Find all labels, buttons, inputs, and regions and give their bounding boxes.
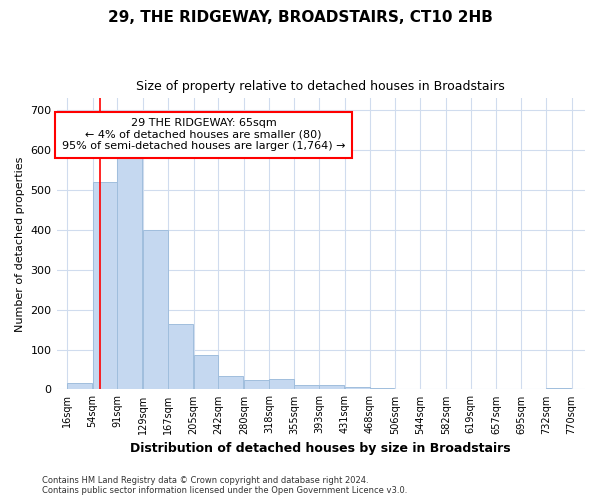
Bar	[92, 182, 118, 390]
X-axis label: Distribution of detached houses by size in Broadstairs: Distribution of detached houses by size …	[130, 442, 511, 455]
Bar	[244, 380, 269, 390]
Y-axis label: Number of detached properties: Number of detached properties	[15, 156, 25, 332]
Bar	[345, 388, 370, 390]
Text: 29, THE RIDGEWAY, BROADSTAIRS, CT10 2HB: 29, THE RIDGEWAY, BROADSTAIRS, CT10 2HB	[107, 10, 493, 25]
Bar	[218, 376, 243, 390]
Bar	[269, 380, 294, 390]
Text: Contains HM Land Registry data © Crown copyright and database right 2024.
Contai: Contains HM Land Registry data © Crown c…	[42, 476, 407, 495]
Bar	[143, 230, 167, 390]
Bar	[67, 384, 92, 390]
Bar	[118, 158, 142, 390]
Bar	[168, 324, 193, 390]
Title: Size of property relative to detached houses in Broadstairs: Size of property relative to detached ho…	[136, 80, 505, 93]
Bar	[370, 388, 394, 390]
Bar	[319, 384, 344, 390]
Bar	[294, 384, 319, 390]
Bar	[194, 354, 218, 390]
Text: 29 THE RIDGEWAY: 65sqm
← 4% of detached houses are smaller (80)
95% of semi-deta: 29 THE RIDGEWAY: 65sqm ← 4% of detached …	[62, 118, 346, 152]
Bar	[546, 388, 571, 390]
